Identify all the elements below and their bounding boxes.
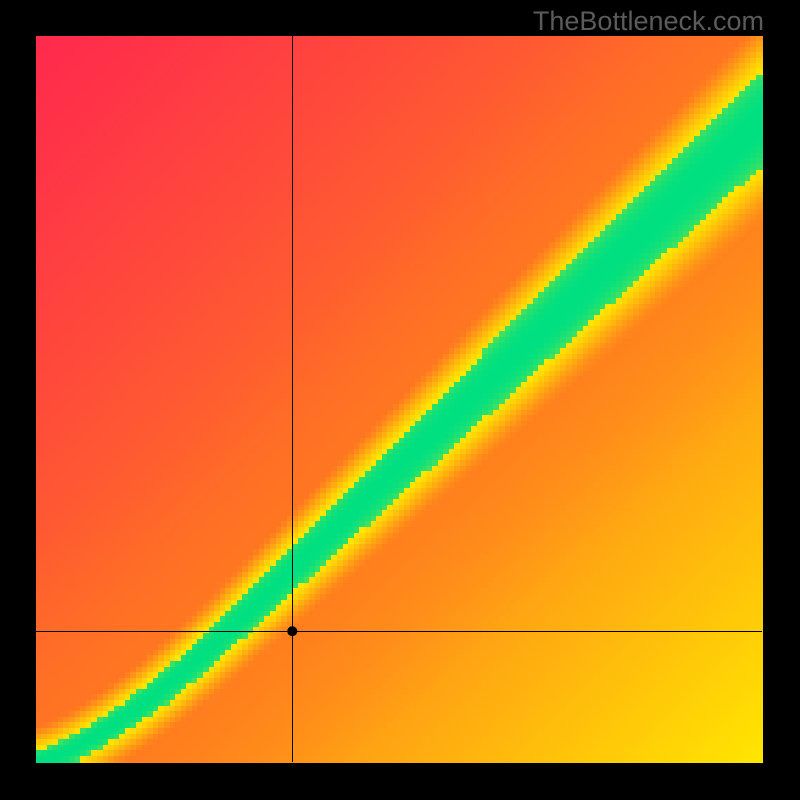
watermark-text: TheBottleneck.com — [533, 6, 764, 37]
heatmap-canvas — [0, 0, 800, 800]
chart-container: TheBottleneck.com — [0, 0, 800, 800]
